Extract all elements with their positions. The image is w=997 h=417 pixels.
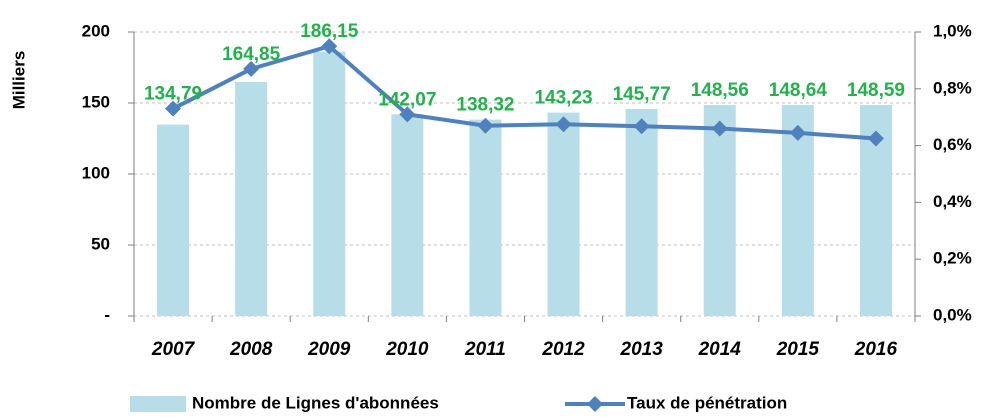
y-tick-label: 50 [91,234,110,253]
y2-tick-label: 0,8% [933,78,972,97]
bar [157,124,190,316]
line [172,43,877,141]
legend-swatch [130,396,186,412]
bar [469,119,502,316]
data-label: 148,64 [769,80,828,101]
x-tick-label: 2010 [385,339,429,360]
line-marker [789,124,806,141]
line-marker [477,117,494,134]
data-label: 164,85 [222,44,281,65]
y2-tick-label: 0,0% [933,305,972,324]
data-label: 148,59 [847,80,905,101]
x-tick-label: 2016 [854,339,898,360]
y-tick-label: 150 [82,92,110,111]
line-marker [399,106,416,123]
x-tick-label: 2013 [620,339,664,360]
y-tick-label: 100 [82,163,110,182]
bar [391,114,424,317]
line-marker [633,118,650,135]
line-marker [243,60,260,77]
line-marker [555,116,572,133]
x-tick-label: 2012 [541,339,585,360]
y-tick-label: 200 [82,21,110,40]
bar [235,81,268,317]
data-label: 134,79 [144,84,202,105]
data-label: 138,32 [456,95,514,116]
y2-tick-label: 0,6% [933,135,972,154]
bar [703,105,736,316]
y-tick-label: - [104,305,110,324]
legend-swatch [587,396,603,412]
y2-tick-label: 0,2% [933,249,972,268]
data-label: 148,56 [691,80,749,101]
x-tick-label: 2015 [776,339,820,360]
y2-tick-label: 0,4% [933,192,972,211]
x-tick-label: 2011 [464,339,506,360]
bar [547,112,580,316]
line-marker [165,100,182,117]
line-marker [867,130,884,147]
bar [313,51,346,317]
x-tick-label: 2007 [151,339,196,360]
x-tick-label: 2014 [698,339,742,360]
data-label: 143,23 [534,88,592,109]
x-tick-label: 2008 [229,339,273,360]
data-label: 145,77 [613,84,671,105]
legend-label: Nombre de Lignes d'abonnées [192,393,439,412]
data-label: 186,15 [300,21,359,42]
legend-label: Taux de pénétration [627,393,787,412]
bar [625,109,658,317]
data-label: 142,07 [378,89,436,110]
x-tick-label: 2009 [307,339,351,360]
y2-tick-label: 1,0% [933,21,972,40]
line-marker [321,38,338,55]
y-axis-title: Milliers [9,51,28,110]
line-marker [711,120,728,137]
